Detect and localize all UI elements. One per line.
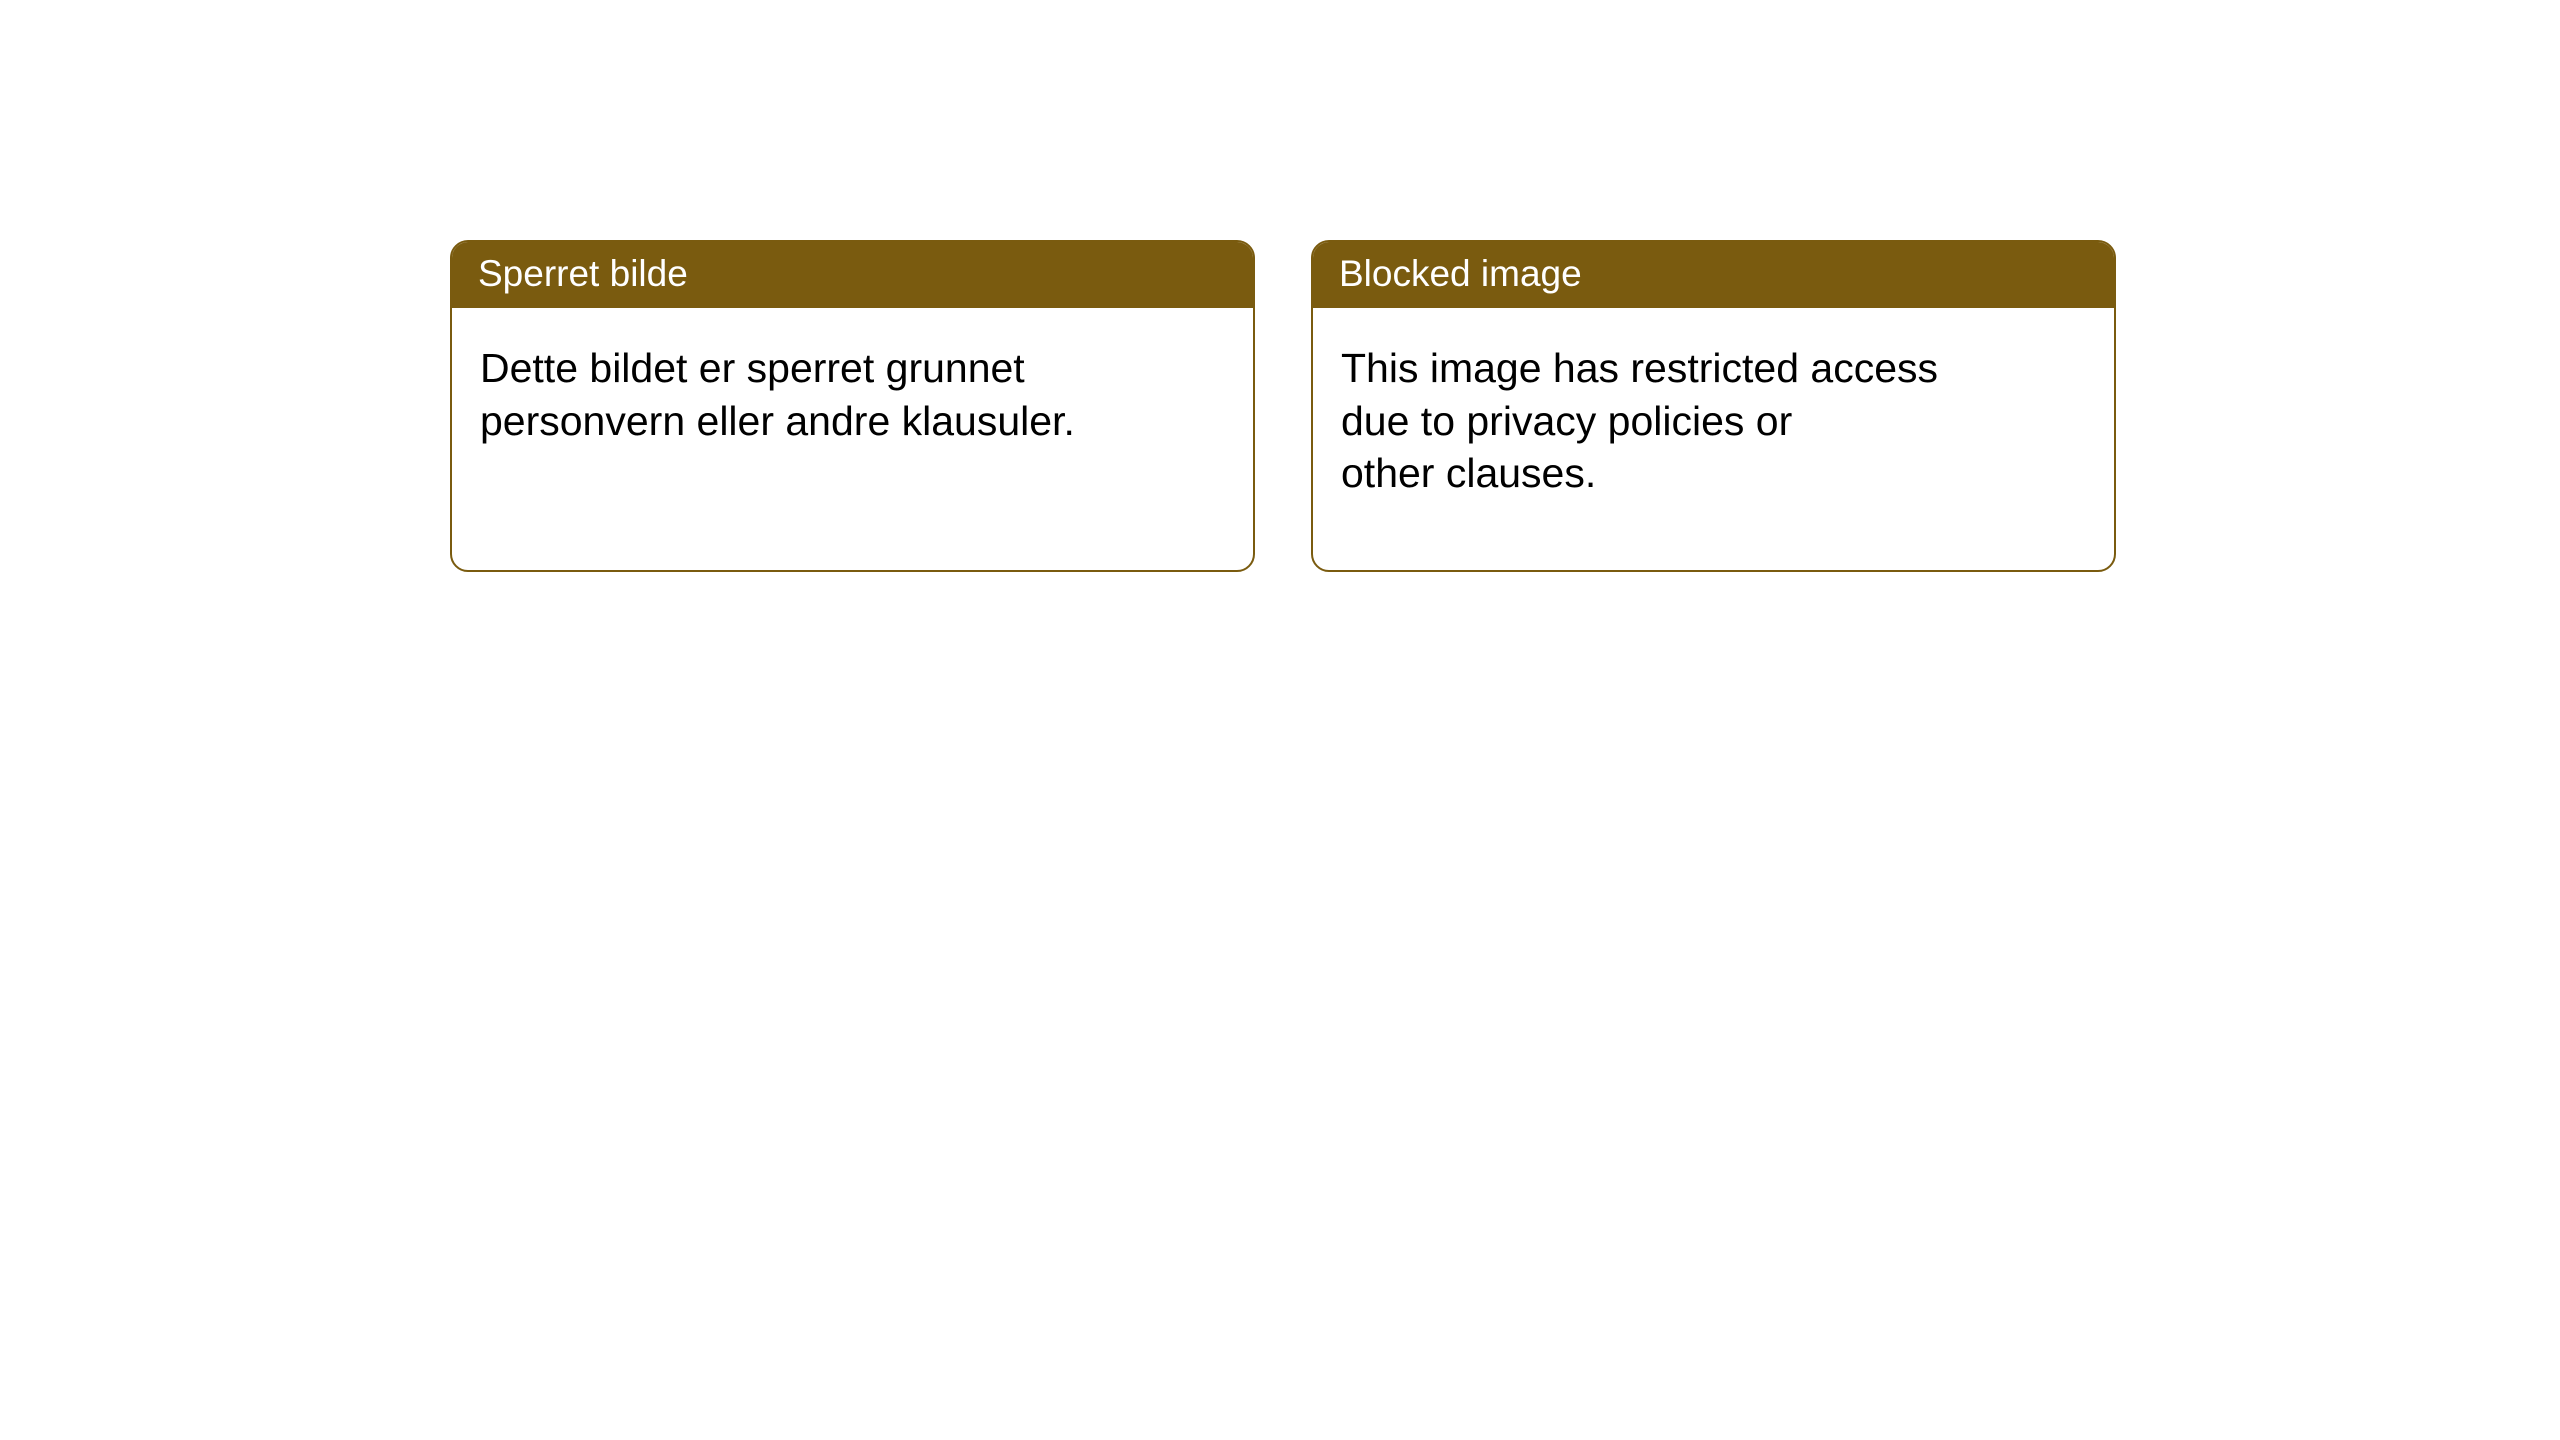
notice-body-norwegian: Dette bildet er sperret grunnet personve… bbox=[452, 308, 1253, 517]
notice-card-english: Blocked image This image has restricted … bbox=[1311, 240, 2116, 572]
notice-container: Sperret bilde Dette bildet er sperret gr… bbox=[0, 0, 2560, 572]
notice-card-norwegian: Sperret bilde Dette bildet er sperret gr… bbox=[450, 240, 1255, 572]
notice-title-norwegian: Sperret bilde bbox=[452, 242, 1253, 308]
notice-title-english: Blocked image bbox=[1313, 242, 2114, 308]
notice-body-english: This image has restricted access due to … bbox=[1313, 308, 2114, 569]
